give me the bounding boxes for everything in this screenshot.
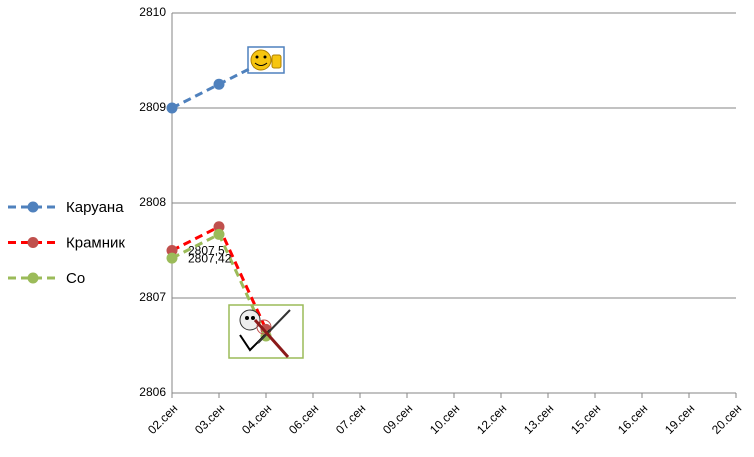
legend-marker — [27, 272, 39, 284]
icon-thumbs-up — [247, 46, 285, 74]
y-tick-label: 2807 — [139, 290, 166, 304]
x-tick-label: 10.сен — [427, 401, 462, 436]
legend-label: Крамник — [66, 234, 125, 251]
x-tick-label: 12.сен — [474, 401, 509, 436]
legend-marker — [27, 237, 39, 248]
y-tick-label: 2806 — [139, 385, 166, 399]
x-tick-label: 03.сен — [192, 401, 227, 436]
data-label: 2807,42 — [188, 251, 232, 265]
marker — [213, 228, 225, 240]
legend-label: Со — [66, 270, 85, 287]
x-tick-label: 16.сен — [615, 401, 650, 436]
y-tick-label: 2809 — [139, 100, 166, 114]
icon-crossed — [228, 304, 304, 359]
x-tick-label: 13.сен — [521, 401, 556, 436]
plot: 2806 2807 2808 2809 2810 02.сен 03.сен 04.сен 06… — [8, 5, 744, 437]
x-tick-label: 15.сен — [568, 401, 603, 436]
y-tick-label: 2808 — [139, 195, 166, 209]
data-label: 2807,5 — [188, 244, 225, 258]
x-tick-label: 02.сен — [145, 401, 180, 436]
marker — [213, 221, 225, 233]
marker — [213, 78, 225, 90]
x-tick-label: 19.сен — [662, 401, 697, 436]
legend-label: Каруана — [66, 199, 124, 216]
x-tick-label: 06.сен — [286, 401, 321, 436]
marker — [166, 102, 178, 114]
y-tick-label: 2810 — [139, 5, 166, 19]
x-tick-label: 04.сен — [239, 401, 274, 436]
x-tick-label: 07.сен — [333, 401, 368, 436]
marker — [166, 252, 178, 264]
legend-marker — [27, 201, 39, 213]
marker — [166, 245, 178, 256]
x-tick-label: 20.сен — [709, 401, 744, 436]
x-tick-label: 09.сен — [380, 401, 415, 436]
